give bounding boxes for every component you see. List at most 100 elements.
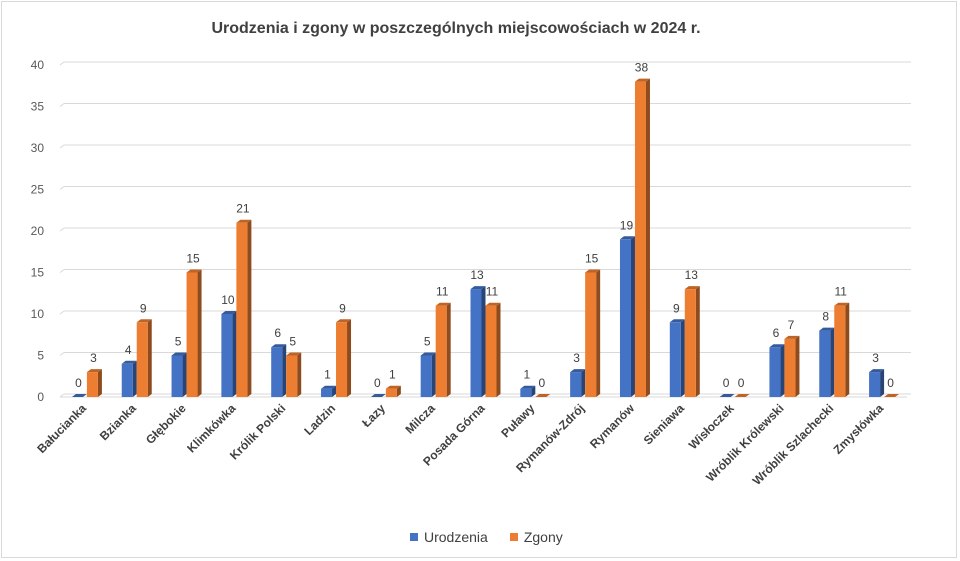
data-label: 15 xyxy=(186,252,200,266)
bar-urodzenia xyxy=(669,319,685,397)
y-tick-label: 40 xyxy=(31,58,45,72)
bar-urodzenia xyxy=(420,352,436,397)
legend: Urodzenia Zgony xyxy=(410,529,563,545)
y-tick-label: 5 xyxy=(37,349,44,363)
bar-zgony xyxy=(734,394,750,397)
gridline-edge-25 xyxy=(59,186,65,190)
bar-zgony xyxy=(286,352,302,397)
legend-label-zgony: Zgony xyxy=(523,529,563,545)
data-label: 5 xyxy=(424,335,431,349)
bar-zgony xyxy=(884,394,900,397)
bar-urodzenia xyxy=(719,394,735,397)
x-tick-label: Zmysłówka xyxy=(831,401,887,457)
gridline-edge-30 xyxy=(59,144,65,149)
bar-urodzenia xyxy=(819,327,835,397)
gridline-edge-15 xyxy=(59,269,65,273)
bar-urodzenia xyxy=(520,385,536,397)
y-tick-label: 35 xyxy=(31,100,45,114)
gridline-edge-20 xyxy=(59,227,65,232)
x-tick-label: Bzianka xyxy=(97,401,139,443)
data-label: 13 xyxy=(685,268,699,282)
bar-urodzenia xyxy=(370,394,386,397)
data-label: 0 xyxy=(374,376,381,390)
legend-item-zgony: Zgony xyxy=(509,529,563,545)
data-label: 3 xyxy=(573,351,580,365)
data-label: 15 xyxy=(585,252,599,266)
data-label: 8 xyxy=(822,310,829,324)
x-tick-label: Sieniawa xyxy=(641,401,687,447)
gridline-edge-5 xyxy=(59,352,65,356)
data-label: 13 xyxy=(470,268,484,282)
bar-urodzenia xyxy=(171,352,187,397)
legend-label-urodzenia: Urodzenia xyxy=(424,529,488,545)
data-label: 21 xyxy=(236,202,250,216)
data-label: 0 xyxy=(887,376,894,390)
data-label: 6 xyxy=(773,326,780,340)
bar-zgony xyxy=(435,302,451,397)
x-tick-label: Bałucianka xyxy=(34,401,89,456)
bar-urodzenia xyxy=(271,344,287,397)
x-tick-label: Milcza xyxy=(402,401,438,437)
legend-item-urodzenia: Urodzenia xyxy=(410,529,488,545)
bar-zgony xyxy=(186,269,202,397)
bar-urodzenia xyxy=(221,311,237,397)
bar-urodzenia xyxy=(71,394,87,397)
gridline-edge-40 xyxy=(59,61,65,66)
x-tick-label: Głębokie xyxy=(143,401,189,447)
bar-zgony xyxy=(684,286,700,397)
bar-zgony xyxy=(336,319,352,397)
bar-urodzenia xyxy=(470,286,486,397)
data-label: 9 xyxy=(339,301,346,315)
data-label: 3 xyxy=(90,351,97,365)
x-tick-label: Ladzin xyxy=(301,401,338,438)
bar-zgony xyxy=(634,78,650,397)
y-tick-label: 25 xyxy=(31,183,45,197)
x-tick-label: Wisłoczek xyxy=(686,401,737,452)
bar-zgony xyxy=(385,385,401,397)
bar-urodzenia xyxy=(121,360,137,397)
data-label: 5 xyxy=(289,335,296,349)
y-tick-label: 0 xyxy=(37,390,44,404)
y-tick-label: 30 xyxy=(31,141,45,155)
data-label: 10 xyxy=(221,293,235,307)
x-tick-label: Klimkówka xyxy=(184,401,238,455)
bar-zgony xyxy=(136,319,152,397)
y-tick-label: 20 xyxy=(31,224,45,238)
data-label: 1 xyxy=(389,368,396,382)
data-label: 11 xyxy=(486,285,499,299)
bar-zgony xyxy=(236,219,252,397)
data-label: 0 xyxy=(738,376,745,390)
x-tick-label: Puławy xyxy=(498,401,537,440)
data-label: 38 xyxy=(635,61,649,75)
chart-title: Urodzenia i zgony w poszczególnych miejs… xyxy=(211,20,701,37)
data-label: 3 xyxy=(872,351,879,365)
bar-zgony xyxy=(834,302,850,397)
gridline-edge-35 xyxy=(59,103,65,107)
bar-urodzenia xyxy=(769,344,785,397)
data-label: 0 xyxy=(75,376,82,390)
data-label: 19 xyxy=(620,218,634,232)
data-label: 0 xyxy=(723,376,730,390)
bar-zgony xyxy=(86,369,102,397)
data-label: 9 xyxy=(140,301,147,315)
x-tick-label: Rymanów xyxy=(587,401,637,451)
bar-zgony xyxy=(585,269,601,397)
y-tick-label: 10 xyxy=(31,307,45,321)
bar-urodzenia xyxy=(619,236,635,397)
data-label: 11 xyxy=(835,285,848,299)
bar-urodzenia xyxy=(321,385,337,397)
data-label: 1 xyxy=(324,368,331,382)
bar-urodzenia xyxy=(570,369,586,397)
gridline-edge-10 xyxy=(59,310,65,315)
y-tick-label: 15 xyxy=(31,266,45,280)
legend-swatch-zgony xyxy=(509,533,518,541)
legend-swatch-urodzenia xyxy=(410,533,418,541)
data-label: 1 xyxy=(523,368,530,382)
data-label: 6 xyxy=(274,326,281,340)
data-label: 11 xyxy=(436,285,449,299)
x-tick-label: Łazy xyxy=(359,401,388,430)
data-label: 9 xyxy=(673,301,680,315)
bar-zgony xyxy=(535,394,551,397)
